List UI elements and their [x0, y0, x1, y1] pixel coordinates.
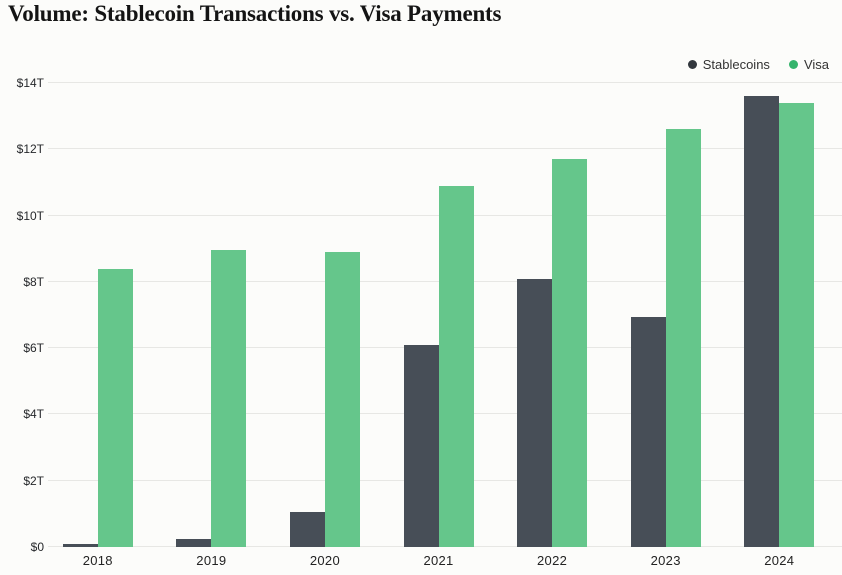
chart-title: Volume: Stablecoin Transactions vs. Visa…	[8, 1, 502, 26]
bar-group-2018	[41, 83, 155, 547]
y-tick-label-0: $0	[30, 540, 44, 554]
bar-visa-2024	[779, 102, 815, 547]
y-tick-label-4t: $4T	[23, 407, 44, 422]
legend: Stablecoins Visa	[687, 56, 829, 72]
y-tick-label-10t: $10T	[16, 208, 44, 223]
bar-stablecoins-2022	[517, 278, 553, 547]
legend-item-visa: Visa	[788, 56, 829, 72]
x-tick-label-2020: 2020	[309, 553, 340, 568]
legend-label-visa: Visa	[803, 56, 829, 72]
bar-visa-2023	[665, 129, 701, 547]
gridline-14t	[48, 82, 842, 83]
bar-group-2022	[495, 83, 609, 547]
bar-group-2024	[722, 83, 836, 547]
bar-stablecoins-2023	[630, 316, 666, 547]
x-tick-label-2018: 2018	[82, 553, 113, 568]
x-tick-label-2022: 2022	[537, 553, 568, 568]
y-tick-label-2t: $2T	[23, 473, 44, 488]
x-axis: 2018 2019 2020 2021 2022 2023 2024	[41, 553, 836, 570]
y-tick-label-8t: $8T	[23, 274, 44, 289]
y-tick-label-14t: $14T	[16, 76, 44, 90]
bar-stablecoins-2018	[62, 543, 98, 547]
bar-stablecoins-2020	[289, 512, 325, 547]
x-tick-label-2023: 2023	[650, 553, 681, 568]
bar-series	[41, 83, 836, 547]
x-tick-label-2019: 2019	[196, 553, 227, 568]
bar-visa-2020	[324, 252, 360, 547]
legend-dot-visa	[788, 59, 798, 69]
bar-stablecoins-2021	[403, 344, 439, 547]
legend-dot-stablecoins	[687, 59, 697, 69]
bar-visa-2019	[211, 250, 247, 547]
x-tick-label-2024: 2024	[764, 553, 795, 568]
y-axis: $0 $2T $4T $6T $8T $10T $12T $14T	[0, 0, 44, 575]
x-tick-label-2021: 2021	[423, 553, 454, 568]
plot-area	[48, 82, 842, 547]
bar-visa-2018	[97, 268, 133, 547]
bar-group-2020	[268, 83, 382, 547]
bar-group-2023	[609, 83, 723, 547]
gridline-12t	[48, 148, 842, 150]
bar-group-2021	[382, 83, 496, 547]
legend-item-stablecoins: Stablecoins	[687, 56, 770, 72]
legend-label-stablecoins: Stablecoins	[702, 56, 770, 72]
bar-group-2019	[155, 83, 269, 547]
y-tick-label-6t: $6T	[23, 341, 44, 356]
y-tick-label-12t: $12T	[16, 142, 44, 157]
bar-stablecoins-2024	[744, 96, 780, 547]
bar-stablecoins-2019	[176, 538, 212, 547]
bar-visa-2021	[438, 185, 474, 547]
bar-visa-2022	[552, 159, 588, 547]
